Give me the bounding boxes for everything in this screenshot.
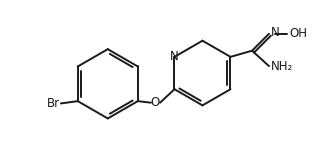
Text: N: N [271,26,279,39]
Text: OH: OH [289,27,307,40]
Text: N: N [170,50,179,63]
Text: NH₂: NH₂ [271,60,293,73]
Text: Br: Br [47,97,60,110]
Text: O: O [151,96,160,109]
